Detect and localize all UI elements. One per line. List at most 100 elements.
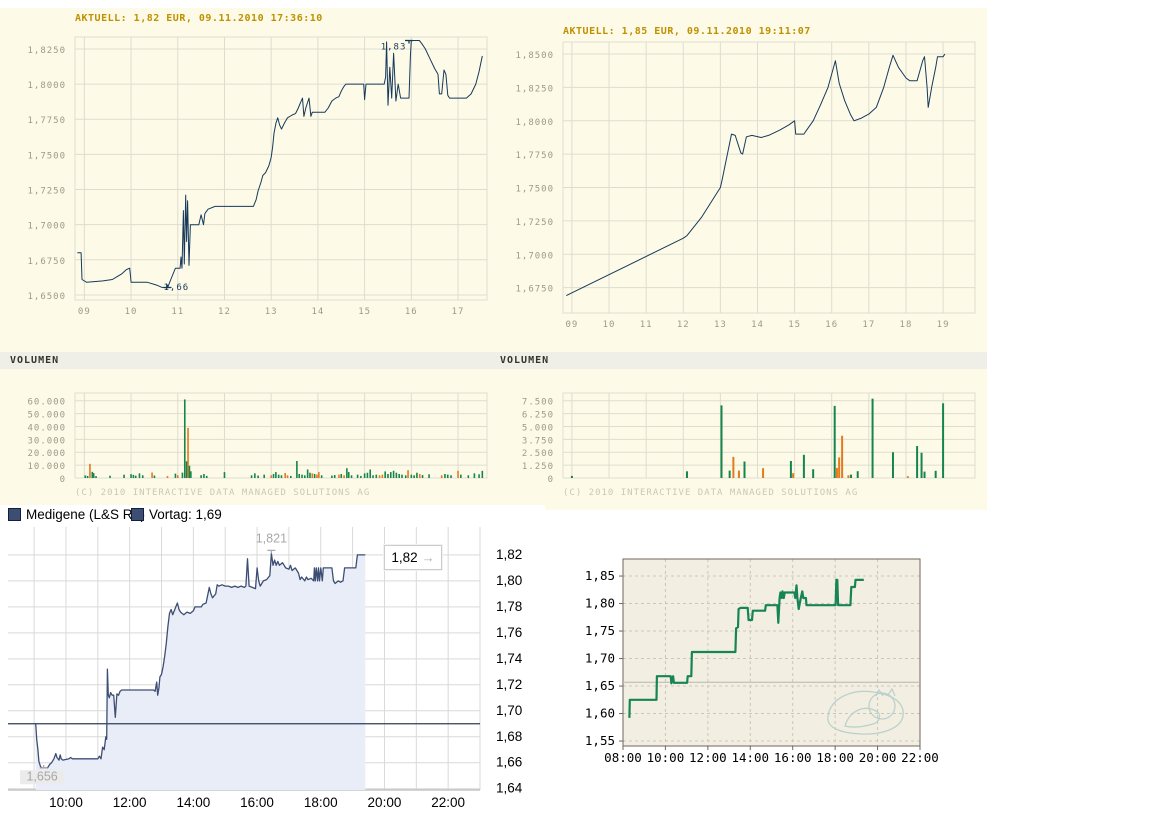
- chart-title-right: AKTUELL: 1,85 EUR, 09.11.2010 19:11:07: [563, 26, 811, 37]
- volume-bar: [478, 474, 480, 478]
- volume-bar: [467, 475, 470, 478]
- volume-bar: [134, 475, 137, 478]
- y-tick-label: 1,6750: [515, 285, 554, 295]
- volume-bar: [290, 475, 292, 478]
- volume-bar: [263, 474, 265, 478]
- price-line: [77, 40, 483, 289]
- volume-bar: [298, 474, 301, 478]
- volume-bar: [183, 399, 186, 478]
- volume-chart-panel-right: 0 1.250 2.500 3.750 5.000 6.250 7.500: [490, 390, 988, 490]
- volume-bar: [762, 468, 765, 478]
- x-tick-label: 10:00: [647, 750, 685, 765]
- volume-bar: [389, 472, 392, 478]
- intraday-price-chart-left: 1,83 1,66 09 10 11 12 13 14 15 16 17 1,6500 1,6750 1,…: [27, 36, 488, 317]
- volume-bar: [190, 471, 192, 478]
- price-line: [35, 552, 366, 769]
- volume-bar: [410, 474, 413, 478]
- y-tick-label: 1,80: [585, 596, 615, 611]
- price-line: [566, 53, 946, 297]
- plot-border: [622, 558, 921, 747]
- y-tick-label: 1,60: [585, 706, 615, 721]
- y-tick-label: 1,8000: [27, 81, 66, 91]
- x-tick-label: 18: [900, 320, 913, 330]
- y-tick-label: 3.750: [522, 436, 554, 446]
- y-tick-label: 20.000: [27, 449, 66, 459]
- volume-bar: [356, 474, 359, 478]
- volume-bar: [360, 475, 362, 478]
- volume-bar: [130, 474, 132, 478]
- volumen-header-band: VOLUMEN VOLUMEN: [0, 352, 987, 369]
- y-tick-label: 1,55: [585, 733, 615, 748]
- y-tick-label: 1,7750: [27, 116, 66, 126]
- volume-bar: [366, 472, 369, 478]
- x-tick-label: 12:00: [689, 750, 727, 765]
- volume-bar: [395, 472, 398, 478]
- volume-bar: [856, 471, 859, 478]
- volume-bar: [387, 474, 389, 478]
- legend-swatch-icon: [131, 508, 144, 521]
- volume-bar: [835, 467, 838, 478]
- volume-bar: [789, 461, 792, 478]
- y-tick-label: 1,75: [585, 623, 615, 638]
- volume-bar: [338, 474, 340, 478]
- volume-bar: [457, 470, 459, 478]
- volume-bar: [906, 476, 909, 478]
- volume-bar: [384, 471, 386, 478]
- volume-bar: [153, 475, 156, 478]
- x-tick-label: 20:00: [859, 750, 897, 765]
- volume-bar: [743, 461, 746, 478]
- volume-bar: [200, 475, 202, 478]
- fox-watermark-icon: [844, 707, 881, 728]
- intraday-chart-panel-left: AKTUELL: 1,82 EUR, 09.11.2010 17:36:10 1…: [0, 8, 490, 352]
- volume-bar: [841, 435, 844, 478]
- volume-bar: [421, 475, 424, 478]
- volume-bar: [109, 475, 111, 478]
- volume-bar: [340, 474, 343, 478]
- y-tick-label: 1,7500: [27, 151, 66, 161]
- volume-bar: [685, 471, 688, 478]
- y-tick-label: 1,8250: [515, 84, 554, 94]
- volume-bar: [123, 474, 125, 478]
- plot-background: [623, 559, 920, 746]
- volume-bar: [275, 472, 277, 478]
- x-tick-label: 20:00: [368, 795, 402, 810]
- x-tick-label: 15: [358, 307, 371, 317]
- volume-bar: [392, 470, 395, 478]
- volume-bar: [86, 475, 89, 478]
- volume-bar: [89, 463, 91, 478]
- fox-watermark-icon: [827, 690, 904, 735]
- volume-bar: [350, 475, 353, 478]
- volume-bar: [891, 452, 894, 478]
- volume-bar: [450, 475, 452, 478]
- volume-bar: [398, 474, 400, 478]
- y-tick-label: 30.000: [27, 436, 66, 446]
- y-tick-label: 1,7250: [27, 187, 66, 197]
- volume-bar: [132, 474, 135, 478]
- volume-bar: [847, 475, 850, 478]
- volume-bar: [296, 461, 298, 478]
- volume-bar: [311, 473, 314, 478]
- fox-watermark-icon: [875, 687, 896, 697]
- volume-bar: [481, 470, 484, 478]
- volume-bar: [838, 457, 841, 478]
- volume-bar: [280, 475, 283, 478]
- volume-bar: [318, 472, 320, 478]
- volume-bar: [720, 405, 723, 478]
- y-tick-label: 1,66: [496, 755, 522, 770]
- volume-bar: [203, 474, 205, 478]
- legend-label: Vortag: 1,69: [149, 507, 222, 522]
- volume-bar: [138, 473, 141, 478]
- x-tick-label: 10:00: [49, 795, 83, 810]
- y-tick-label: 7.500: [522, 398, 554, 408]
- volume-bar: [95, 476, 97, 478]
- volume-bar: [223, 472, 226, 478]
- volume-bar: [309, 472, 311, 478]
- volume-bar: [343, 475, 345, 478]
- x-tick-label: 14:00: [731, 750, 769, 765]
- volumen-label-right: VOLUMEN: [500, 355, 550, 366]
- x-tick-label: 22:00: [431, 795, 465, 810]
- y-tick-label: 1,7750: [515, 151, 554, 161]
- current-price-value: 1,82: [391, 550, 418, 565]
- volume-bar: [306, 469, 309, 478]
- x-tick-label: 22:00: [901, 750, 939, 765]
